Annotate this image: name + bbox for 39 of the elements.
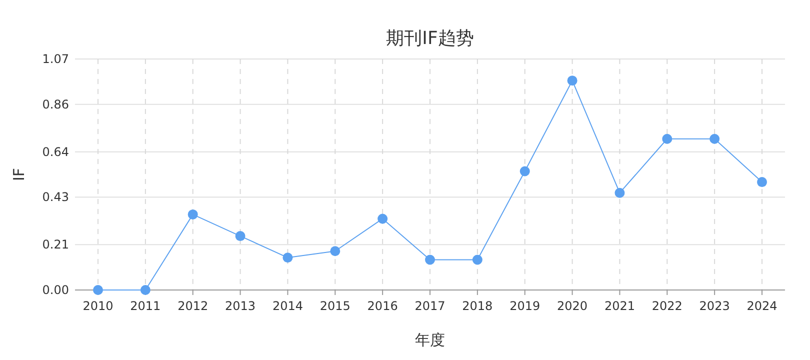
point bbox=[472, 254, 482, 265]
point bbox=[378, 214, 388, 224]
y-tick-label: 0.43 bbox=[42, 190, 69, 204]
point bbox=[614, 188, 625, 198]
point bbox=[140, 285, 150, 295]
point bbox=[520, 166, 530, 176]
y-tick-label: 0.00 bbox=[42, 283, 69, 297]
y-axis-title: IF bbox=[10, 168, 28, 182]
x-tick-label: 2010 bbox=[82, 299, 114, 313]
x-tick-label: 2014 bbox=[272, 299, 303, 313]
x-tick-label: 2023 bbox=[699, 299, 730, 313]
x-tick-label: 2022 bbox=[652, 299, 682, 313]
y-tick-label: 0.86 bbox=[42, 97, 69, 112]
y-tick-label: 1.07 bbox=[42, 52, 69, 66]
point bbox=[93, 285, 103, 295]
y-tick-label: 0.64 bbox=[42, 144, 69, 159]
x-tick-label: 2020 bbox=[557, 299, 588, 313]
x-tick-label: 2016 bbox=[367, 299, 398, 313]
x-tick-label: 2021 bbox=[604, 299, 635, 313]
x-tick-label: 2012 bbox=[178, 299, 208, 313]
point bbox=[282, 252, 293, 263]
x-tick-label: 2015 bbox=[320, 299, 350, 313]
point bbox=[567, 76, 578, 86]
point bbox=[235, 231, 246, 242]
point bbox=[662, 134, 672, 144]
point bbox=[188, 209, 198, 220]
x-tick-label: 2018 bbox=[462, 299, 493, 313]
point bbox=[710, 134, 720, 144]
x-tick-label: 2017 bbox=[414, 299, 446, 313]
y-tick-label: 0.21 bbox=[42, 238, 69, 252]
point bbox=[757, 177, 767, 188]
x-axis-title: 年度 bbox=[415, 331, 445, 349]
x-tick-label: 2024 bbox=[746, 299, 778, 313]
chart-title: 期刊IF趋势 bbox=[386, 28, 474, 49]
x-tick-label: 2019 bbox=[510, 299, 540, 313]
x-tick-label: 2011 bbox=[130, 299, 161, 313]
point bbox=[330, 246, 340, 256]
point bbox=[425, 254, 435, 265]
x-tick-label: 2013 bbox=[225, 299, 256, 313]
